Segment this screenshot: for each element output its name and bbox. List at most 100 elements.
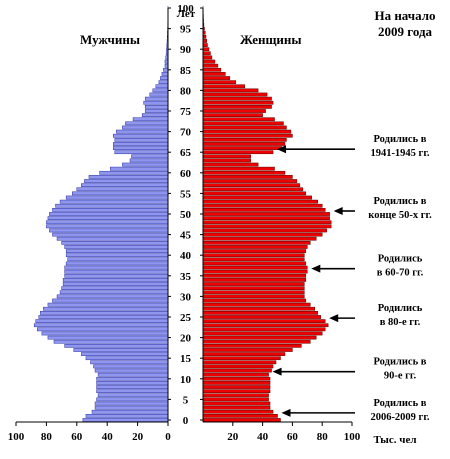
female-bar-age-6 <box>202 393 269 398</box>
male-bar-age-2 <box>91 409 169 414</box>
male-bar-age-45 <box>52 232 169 237</box>
male-bar-age-70 <box>116 129 169 134</box>
male-bars <box>33 6 169 422</box>
female-bar-age-44 <box>202 236 317 241</box>
age-tick-label-30: 30 <box>180 291 192 303</box>
female-bar-age-17 <box>202 348 293 352</box>
female-bar-age-14 <box>202 360 277 365</box>
female-bar-age-69 <box>202 133 293 138</box>
female-bar-age-2 <box>202 409 274 414</box>
male-bar-age-72 <box>125 121 169 126</box>
male-bar-age-35 <box>64 273 169 278</box>
female-bar-age-72 <box>202 121 284 126</box>
female-bar-age-40 <box>202 253 305 258</box>
female-bar-age-86 <box>202 63 219 68</box>
male-bar-age-64 <box>131 154 169 159</box>
female-bar-age-82 <box>202 80 237 85</box>
age-tick-label-35: 35 <box>180 271 192 283</box>
male-bar-age-36 <box>64 269 169 274</box>
male-bar-age-66 <box>113 146 169 150</box>
male-bar-age-5 <box>96 397 169 402</box>
male-bar-age-67 <box>113 142 169 146</box>
x-tick-label: 20 <box>227 431 239 443</box>
age-unit-label: Лет <box>177 8 196 20</box>
male-bar-age-39 <box>67 257 169 262</box>
male-bar-age-55 <box>71 191 169 196</box>
female-bar-age-27 <box>202 306 315 311</box>
female-bar-age-42 <box>202 245 308 249</box>
female-bars <box>202 6 332 422</box>
female-bar-age-21 <box>202 331 323 336</box>
female-bar-age-34 <box>202 278 307 282</box>
male-label: Мужчины <box>80 32 140 47</box>
female-bar-age-23 <box>202 323 329 328</box>
female-bar-age-49 <box>202 216 330 220</box>
male-bar-age-57 <box>81 183 169 188</box>
male-bar-age-19 <box>53 339 169 344</box>
female-bar-age-80 <box>202 88 259 93</box>
title-line-1: На начало <box>374 8 435 23</box>
male-bar-age-34 <box>62 278 169 282</box>
female-bar-age-57 <box>202 183 301 188</box>
female-bar-age-84 <box>202 72 226 76</box>
male-bar-age-17 <box>73 348 169 352</box>
male-bar-age-8 <box>96 385 169 389</box>
male-bar-age-68 <box>114 137 169 142</box>
male-bar-age-82 <box>158 80 169 85</box>
female-bar-age-90 <box>202 47 210 52</box>
x-tick-label: 40 <box>102 431 114 443</box>
female-bar-age-10 <box>202 376 271 381</box>
female-bar-age-22 <box>202 327 326 332</box>
female-bar-age-91 <box>202 43 208 47</box>
female-bar-age-85 <box>202 67 222 72</box>
female-bar-age-28 <box>202 302 311 307</box>
male-bar-age-7 <box>96 389 169 394</box>
male-bar-age-59 <box>88 175 169 179</box>
male-bar-age-30 <box>56 294 169 299</box>
female-bar-age-1 <box>202 414 278 418</box>
male-bar-age-32 <box>61 286 169 291</box>
annotation-line-2: конце 50-х гг. <box>368 210 432 221</box>
male-bar-age-43 <box>61 240 169 245</box>
male-bar-age-27 <box>43 306 169 311</box>
female-bar-age-8 <box>202 385 271 389</box>
female-bar-age-68 <box>202 137 287 142</box>
annotation-line-1: Родились <box>378 254 423 265</box>
age-tick-label-10: 10 <box>180 374 192 386</box>
female-bar-age-13 <box>202 364 274 369</box>
annotation-arrowhead <box>272 367 282 376</box>
female-bar-age-70 <box>202 129 292 134</box>
female-bar-age-36 <box>202 269 308 274</box>
annotation-line-2: в 60-70 гг. <box>377 268 424 279</box>
male-bar-age-37 <box>64 265 169 270</box>
male-bar-age-33 <box>62 282 169 286</box>
female-bar-age-43 <box>202 240 311 245</box>
male-bar-age-44 <box>56 236 169 241</box>
male-bar-age-15 <box>85 356 169 361</box>
male-bar-age-1 <box>85 414 169 418</box>
age-tick-label-80: 80 <box>180 85 192 97</box>
female-bar-age-58 <box>202 179 298 183</box>
male-bar-age-78 <box>144 96 169 101</box>
male-bar-age-6 <box>97 393 169 398</box>
male-bar-age-53 <box>59 199 169 204</box>
male-bar-age-13 <box>93 364 169 369</box>
annotation-line-1: Родились в <box>374 357 427 368</box>
male-bar-age-56 <box>76 187 169 192</box>
male-bar-age-76 <box>144 105 169 109</box>
female-bar-age-74 <box>202 113 263 117</box>
male-bar-age-22 <box>37 327 169 332</box>
female-bar-age-65 <box>202 150 274 155</box>
male-bar-age-38 <box>65 261 169 266</box>
male-bar-age-75 <box>144 109 169 113</box>
male-bar-age-50 <box>49 212 169 216</box>
age-tick-label-25: 25 <box>180 312 192 324</box>
female-bar-age-39 <box>202 257 305 262</box>
age-tick-label-85: 85 <box>180 65 192 77</box>
annotation-line-2: 2006-2009 гг. <box>370 412 429 423</box>
annotation-arrowhead <box>329 314 339 323</box>
male-bar-age-60 <box>99 170 169 175</box>
female-bar-age-88 <box>202 55 213 60</box>
male-bar-age-46 <box>49 228 169 233</box>
female-bar-age-71 <box>202 125 287 130</box>
